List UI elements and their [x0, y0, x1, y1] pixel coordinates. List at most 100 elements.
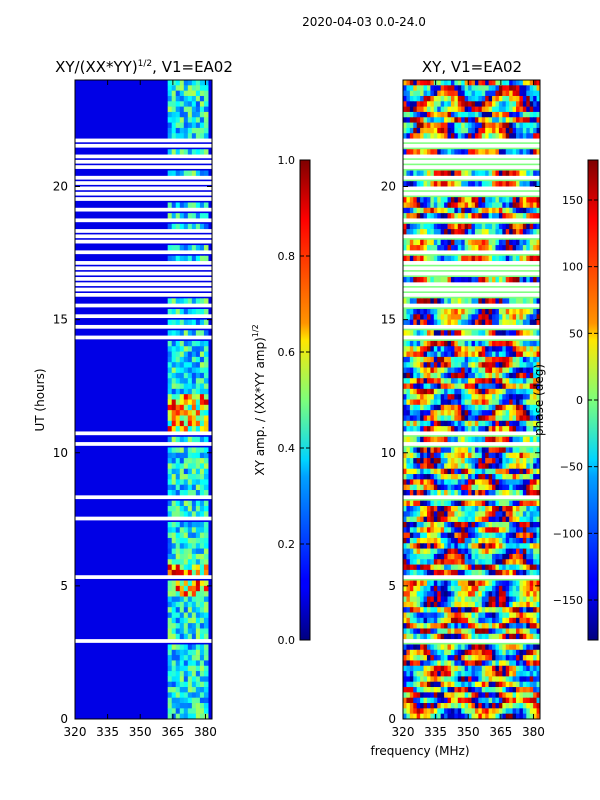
phase-cell: [533, 660, 538, 667]
amplitude-cell: [171, 506, 177, 512]
phase-cell: [420, 463, 425, 470]
phase-cell: [420, 388, 425, 395]
phase-cell: [437, 239, 442, 246]
phase-cell: [423, 149, 428, 155]
amplitude-cell: [171, 149, 177, 155]
phase-cell: [423, 474, 428, 480]
phase-cell: [433, 490, 438, 496]
phase-cell: [444, 372, 449, 379]
phase-cell: [505, 95, 510, 102]
phase-cell: [481, 591, 486, 597]
phase-cell: [440, 426, 445, 432]
phase-cell: [529, 170, 534, 177]
phase-cell: [409, 298, 414, 304]
phase-cell: [450, 569, 455, 576]
phase-cell: [420, 468, 425, 475]
phase-cell: [495, 458, 500, 464]
phase-cell: [464, 506, 469, 512]
amplitude-cell: [203, 452, 209, 459]
phase-cell: [533, 607, 538, 613]
amplitude-cell: [191, 644, 197, 651]
phase-cell: [430, 330, 435, 336]
phase-cell: [492, 362, 496, 368]
phase-cell: [406, 676, 411, 683]
phase-cell: [426, 362, 431, 368]
phase-cell: [430, 415, 435, 422]
phase-cell: [440, 111, 445, 118]
phase-cell: [457, 458, 462, 464]
phase-cell: [433, 708, 438, 714]
phase-cell: [409, 484, 414, 491]
phase-cell: [433, 404, 438, 411]
phase-cell: [464, 537, 469, 544]
amplitude-cell: [195, 671, 201, 677]
phase-plot-frame: [402, 79, 541, 720]
phase-cell: [519, 447, 524, 454]
phase-cell: [471, 713, 476, 720]
phase-cell: [447, 644, 452, 651]
phase-cell: [464, 245, 469, 251]
phase-cell: [461, 362, 466, 368]
phase-cell: [495, 255, 500, 262]
amplitude-cell: [171, 697, 177, 704]
phase-cell: [440, 117, 445, 123]
amplitude-cell: [187, 548, 193, 555]
phase-cell: [529, 569, 534, 576]
phase-cell: [488, 394, 493, 400]
phase-cell: [481, 649, 486, 656]
phase-cell: [492, 149, 496, 155]
phase-cell: [444, 181, 449, 187]
phase-cell: [471, 703, 476, 709]
phase-cell: [461, 170, 466, 177]
phase-cell: [481, 383, 486, 390]
phase-cell: [457, 197, 462, 203]
phase-cell: [409, 601, 414, 608]
amplitude-cell: [199, 681, 205, 688]
phase-cell: [406, 111, 411, 118]
phase-cell: [533, 569, 538, 576]
phase-cell: [413, 239, 418, 246]
amplitude-cell: [199, 127, 205, 134]
phase-cell: [403, 585, 407, 592]
phase-cell: [536, 95, 541, 102]
phase-cell: [447, 90, 452, 97]
phase-cell: [509, 655, 514, 661]
phase-cell: [509, 490, 514, 496]
y-tick-label: 0: [60, 712, 68, 726]
phase-cell: [457, 378, 462, 384]
amplitude-cell: [171, 655, 177, 661]
phase-cell: [437, 527, 442, 533]
phase-cell: [447, 537, 452, 544]
phase-cell: [416, 420, 421, 427]
phase-cell: [488, 197, 493, 203]
amplitude-cell: [191, 665, 197, 672]
phase-cell: [471, 665, 476, 672]
amplitude-cell: [187, 367, 193, 374]
phase-cell: [457, 532, 462, 539]
phase-cell: [444, 687, 449, 693]
amplitude-cell: [203, 559, 209, 565]
phase-cell: [478, 548, 483, 555]
phase-flagged-row: [403, 159, 540, 164]
phase-cell: [420, 452, 425, 459]
phase-cell: [505, 548, 510, 555]
amplitude-flagged-row: [75, 138, 212, 143]
phase-cell: [526, 122, 531, 129]
phase-cell: [492, 255, 496, 262]
phase-cell: [478, 708, 483, 714]
phase-cell: [413, 383, 418, 390]
phase-cell: [406, 660, 411, 667]
amplitude-cell: [195, 90, 201, 97]
phase-cell: [426, 351, 431, 358]
amplitude-cell: [179, 527, 185, 533]
phase-cell: [529, 580, 534, 587]
phase-cell: [444, 532, 449, 539]
phase-cell: [522, 127, 527, 134]
amplitude-cell: [167, 415, 173, 422]
phase-cell: [478, 149, 483, 155]
amplitude-cell: [183, 394, 189, 400]
phase-cell: [444, 569, 449, 576]
phase-cell: [505, 356, 510, 363]
phase-cell: [471, 133, 476, 139]
